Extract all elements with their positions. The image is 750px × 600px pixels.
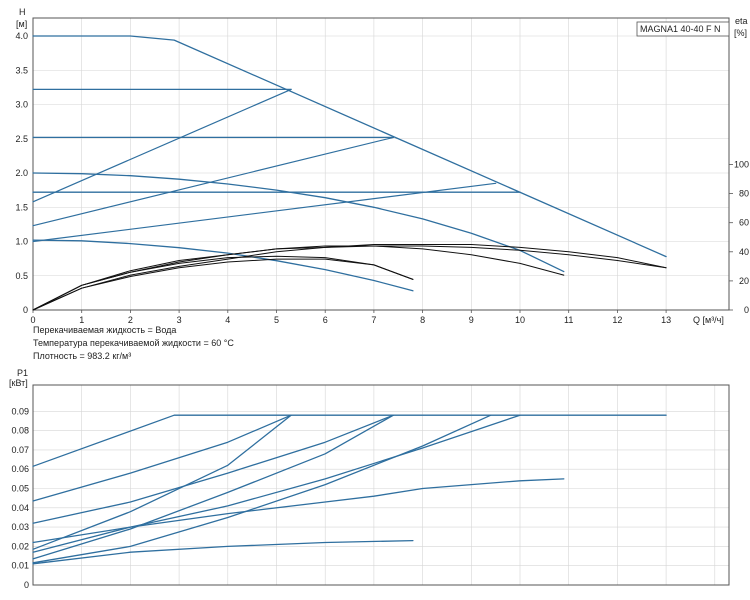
control-curve [32,88,292,203]
power-curve [32,539,414,565]
eta-y-tick-label: 40 [739,247,749,257]
power-curve [32,478,565,553]
power-chart-curves [32,414,667,565]
head-curve [32,239,414,292]
power-y-tick-label: 0.09 [11,406,29,416]
power-y-label-line2: [кВт] [9,378,28,388]
head-y-label-line2: [м] [16,19,27,29]
head-x-tick-label: 0 [30,315,35,325]
power-curve [32,414,492,564]
efficiency-curve [32,245,667,311]
power-y-tick-label: 0.03 [11,522,29,532]
model-badge [636,21,730,37]
head-x-label: Q [м³/ч] [693,315,724,325]
eta-y-tick-label: 60 [739,218,749,228]
head-x-tick-label: 13 [661,315,671,325]
head-x-tick-label: 7 [371,315,376,325]
power-curve [32,414,292,502]
power-y-tick-label: 0.06 [11,464,29,474]
head-x-tick-label: 1 [79,315,84,325]
control-curve [32,136,394,227]
power-curve [32,414,395,560]
power-chart-ticks: 0 0.01 0.02 0.03 0.04 0.05 0.06 0.07 0.08 0.09 [11,406,29,590]
head-curve [32,35,667,258]
efficiency-curve [32,244,667,311]
head-y-tick-label: 1.0 [15,237,28,247]
head-chart-curves [32,35,667,311]
power-y-tick-label: 0.05 [11,484,29,494]
power-y-label-line1: P1 [17,368,28,378]
head-x-tick-label: 9 [469,315,474,325]
power-y-tick-label: 0 [24,580,29,590]
head-x-tick-label: 11 [564,315,573,325]
head-x-tick-label: 5 [274,315,279,325]
power-y-tick-label: 0.01 [11,561,29,571]
note-fluid: Перекачиваемая жидкость = Вода [33,325,176,335]
efficiency-curve [32,245,565,311]
head-y-label-line1: H [19,7,26,17]
eta-y-label-line2: [%] [734,28,747,38]
head-y-tick-label: 4.0 [15,31,28,41]
head-y-tick-label: 3.5 [15,65,28,75]
head-y-tick-label: 3.0 [15,100,28,110]
note-density: Плотность = 983.2 кг/м³ [33,351,131,361]
eta-y-tick-label: 100 [734,160,749,170]
eta-y-label-line1: eta [735,16,748,26]
head-x-tick-label: 6 [323,315,328,325]
efficiency-curve [32,255,414,311]
power-y-tick-label: 0.07 [11,445,29,455]
head-curve [32,172,565,273]
power-chart-frame [32,384,730,586]
eta-y-tick-label: 80 [739,189,749,199]
note-temperature: Температура перекачиваемой жидкости = 60… [33,338,234,348]
head-chart-ticks: 0 1 2 3 4 5 6 7 8 9 10 11 12 1300.51.01.52.02.53.03.5… [15,31,749,325]
power-y-tick-label: 0.08 [11,426,29,436]
eta-y-tick-label: 20 [739,276,749,286]
control-curve [32,182,497,243]
head-x-tick-label: 12 [612,315,622,325]
head-x-tick-label: 10 [515,315,525,325]
head-x-tick-label: 3 [177,315,182,325]
model-badge-text: MAGNA1 40-40 F N [640,24,721,34]
head-y-tick-label: 1.5 [15,202,28,212]
head-chart-frame [32,17,730,311]
head-y-tick-label: 2.0 [15,168,28,178]
head-x-tick-label: 4 [225,315,230,325]
power-curve [32,414,521,544]
head-y-tick-label: 0 [23,305,28,315]
head-x-tick-label: 2 [128,315,133,325]
power-curve [32,414,292,550]
head-x-tick-label: 8 [420,315,425,325]
head-y-tick-label: 0.5 [15,271,28,281]
head-chart-grid [32,18,729,311]
power-curve [32,414,395,524]
eta-y-tick-label: 0 [744,305,749,315]
head-y-tick-label: 2.5 [15,134,28,144]
efficiency-curve [32,258,414,311]
power-y-tick-label: 0.02 [11,541,29,551]
power-y-tick-label: 0.04 [11,503,29,513]
power-curve [32,414,667,467]
